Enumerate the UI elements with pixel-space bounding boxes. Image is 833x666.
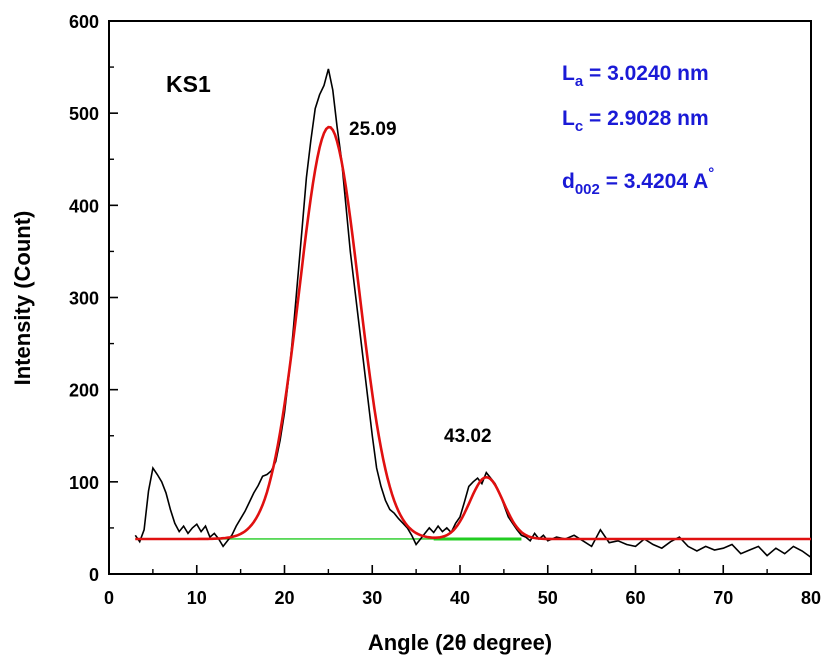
x-tick-label: 30 — [362, 588, 382, 608]
plot-frame — [108, 20, 812, 575]
y-axis-ticks — [109, 20, 118, 575]
param-la-symbol: L — [562, 62, 575, 85]
measured-series-line — [134, 68, 812, 559]
y-tick-label: 600 — [69, 12, 99, 32]
param-lc: Lc = 2.9028 nm — [562, 107, 709, 135]
y-tick-label: 100 — [69, 473, 99, 493]
sample-label: KS1 — [166, 71, 211, 97]
param-lc-value: = 2.9028 nm — [583, 107, 709, 130]
param-lc-symbol: L — [562, 107, 575, 130]
param-d002-symbol: d — [562, 170, 575, 193]
peak-label-1: 25.09 — [349, 119, 397, 140]
y-axis-tick-labels: 0 100 200 300 400 500 600 — [69, 12, 99, 585]
peak-label-2: 43.02 — [444, 426, 492, 447]
x-axis-title: Angle (2θ degree) — [368, 630, 552, 655]
param-la: La = 3.0240 nm — [562, 62, 709, 90]
x-axis-title-prefix: Angle (2 — [368, 630, 455, 655]
x-tick-label: 80 — [801, 588, 821, 608]
y-tick-label: 0 — [89, 565, 99, 585]
param-d002-value: = 3.4204 A — [600, 170, 708, 193]
y-axis-title: Intensity (Count) — [10, 211, 35, 386]
param-d002: d002 = 3.4204 A° — [562, 165, 714, 198]
y-tick-label: 400 — [69, 196, 99, 216]
param-d002-superscript: ° — [708, 165, 714, 182]
param-la-subscript: a — [575, 73, 584, 90]
x-tick-label: 20 — [274, 588, 294, 608]
x-tick-label: 10 — [187, 588, 207, 608]
y-tick-label: 500 — [69, 104, 99, 124]
y-tick-label: 200 — [69, 381, 99, 401]
x-tick-label: 0 — [104, 588, 114, 608]
y-tick-label: 300 — [69, 289, 99, 309]
param-la-value: = 3.0240 nm — [583, 62, 709, 85]
fitted-curve-line — [135, 125, 811, 541]
x-axis-ticks — [108, 565, 812, 574]
x-axis-tick-labels: 0 10 20 30 40 50 60 70 80 — [104, 588, 821, 608]
param-d002-subscript: 002 — [575, 181, 600, 198]
x-tick-label: 40 — [450, 588, 470, 608]
x-axis-title-suffix: degree) — [467, 630, 553, 655]
x-tick-label: 70 — [713, 588, 733, 608]
x-tick-label: 50 — [538, 588, 558, 608]
param-lc-subscript: c — [575, 118, 583, 135]
x-axis-title-theta: θ — [455, 630, 467, 655]
x-tick-label: 60 — [625, 588, 645, 608]
